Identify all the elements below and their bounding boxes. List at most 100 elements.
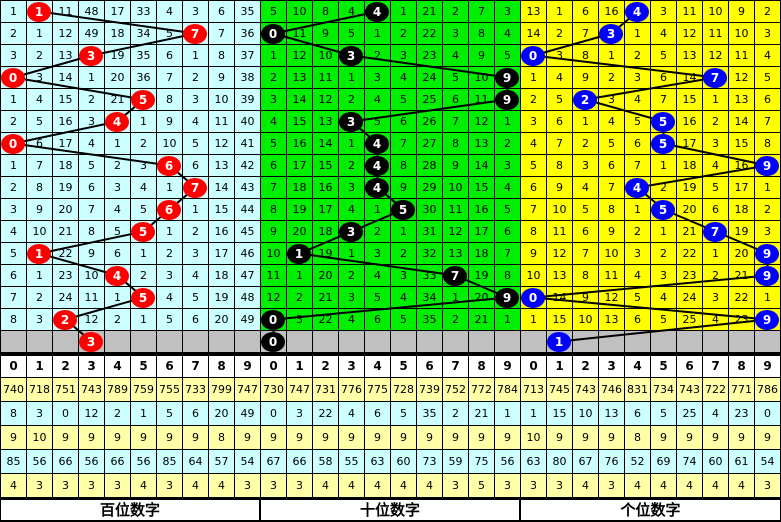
units-cell: 3	[625, 67, 650, 88]
hundreds-cell: 33	[131, 1, 156, 22]
units-stat-cell: 63	[521, 450, 546, 473]
hundreds-cell: 17	[105, 1, 130, 22]
hundreds-ball: 0	[1, 68, 25, 88]
units-cell: 21	[677, 221, 702, 242]
tens-cell: 13	[287, 67, 312, 88]
tens-cell: 1	[495, 309, 520, 330]
hundreds-cell: 6	[157, 45, 182, 66]
units-stat-cell: 1	[521, 402, 546, 425]
tens-missing-cell	[339, 331, 364, 352]
hundreds-cell: 3	[131, 155, 156, 176]
tens-missing-cell	[313, 331, 338, 352]
tens-stat-cell: 3	[495, 474, 520, 497]
hundreds-cell: 3	[79, 111, 104, 132]
units-cell: 19	[729, 221, 754, 242]
units-stat-cell: 23	[729, 402, 754, 425]
tens-footer-title: 十位数字	[261, 500, 519, 520]
units-digit-header: 9	[755, 356, 780, 377]
tens-cell: 34	[417, 287, 442, 308]
units-cell: 3	[755, 221, 780, 242]
hundreds-cell: 4	[157, 287, 182, 308]
hundreds-ball: 4	[105, 266, 129, 286]
hundreds-ball: 5	[131, 288, 155, 308]
tens-stat-cell: 728	[391, 378, 416, 401]
hundreds-cell: 2	[131, 265, 156, 286]
units-ball: 2	[573, 90, 597, 110]
hundreds-cell: 1	[131, 309, 156, 330]
hundreds-cell: 3	[183, 89, 208, 110]
units-ball: 0	[521, 46, 545, 66]
tens-stat-cell: 4	[339, 474, 364, 497]
units-digit-header: 7	[703, 356, 728, 377]
hundreds-cell: 2	[27, 45, 52, 66]
hundreds-cell: 34	[131, 23, 156, 44]
units-cell: 3	[755, 23, 780, 44]
tens-stat-cell: 9	[391, 426, 416, 449]
hundreds-ball: 4	[105, 112, 129, 132]
tens-cell: 3	[443, 23, 468, 44]
units-cell: 2	[755, 1, 780, 22]
hundreds-cell: 21	[53, 221, 78, 242]
units-ball: 9	[755, 156, 779, 176]
hundreds-stat-cell: 9	[131, 426, 156, 449]
tens-cell: 10	[287, 1, 312, 22]
units-cell: 14	[729, 111, 754, 132]
units-cell: 2	[651, 177, 676, 198]
tens-cell: 3	[391, 45, 416, 66]
tens-stat-cell: 67	[261, 450, 286, 473]
tens-cell: 1	[391, 1, 416, 22]
units-cell: 21	[729, 265, 754, 286]
tens-cell: 2	[443, 1, 468, 22]
tens-stat-cell: 9	[417, 426, 442, 449]
hundreds-stat-cell: 9	[1, 426, 26, 449]
hundreds-stat-cell: 3	[157, 474, 182, 497]
hundreds-digit-header: 3	[79, 356, 104, 377]
hundreds-cell: 19	[209, 287, 234, 308]
hundreds-cell: 11	[53, 1, 78, 22]
units-cell: 2	[651, 243, 676, 264]
hundreds-cell: 2	[131, 133, 156, 154]
hundreds-digit-header: 1	[27, 356, 52, 377]
units-cell: 2	[547, 23, 572, 44]
hundreds-missing-cell	[105, 331, 130, 352]
tens-cell: 6	[261, 155, 286, 176]
units-cell: 1	[547, 1, 572, 22]
hundreds-missing-cell	[27, 331, 52, 352]
tens-cell: 19	[287, 199, 312, 220]
hundreds-cell: 2	[1, 111, 26, 132]
hundreds-stat-cell: 751	[53, 378, 78, 401]
hundreds-stat-cell: 733	[183, 378, 208, 401]
tens-stat-cell: 6	[365, 402, 390, 425]
hundreds-stat-cell: 8	[1, 402, 26, 425]
tens-cell: 3	[287, 309, 312, 330]
hundreds-stat-cell: 66	[105, 450, 130, 473]
units-stat-cell: 746	[599, 378, 624, 401]
hundreds-cell: 13	[53, 45, 78, 66]
tens-stat-cell: 55	[339, 450, 364, 473]
units-cell: 5	[755, 67, 780, 88]
hundreds-stat-cell: 6	[183, 402, 208, 425]
tens-cell: 15	[469, 177, 494, 198]
tens-cell: 8	[469, 23, 494, 44]
hundreds-cell: 5	[157, 23, 182, 44]
units-stat-cell: 10	[573, 402, 598, 425]
units-cell: 11	[599, 265, 624, 286]
units-stat-cell: 60	[703, 450, 728, 473]
tens-cell: 23	[417, 45, 442, 66]
hundreds-cell: 13	[209, 155, 234, 176]
tens-stat-cell: 21	[469, 402, 494, 425]
tens-cell: 12	[261, 287, 286, 308]
hundreds-cell: 14	[53, 67, 78, 88]
tens-cell: 31	[417, 221, 442, 242]
units-stat-cell: 4	[573, 474, 598, 497]
tens-cell: 8	[391, 155, 416, 176]
tens-stat-cell: 775	[365, 378, 390, 401]
units-cell: 3	[547, 45, 572, 66]
units-digit-header: 3	[599, 356, 624, 377]
units-cell: 6	[573, 1, 598, 22]
hundreds-cell: 5	[157, 309, 182, 330]
hundreds-cell: 3	[183, 1, 208, 22]
hundreds-cell: 12	[53, 23, 78, 44]
units-stat-cell: 15	[547, 402, 572, 425]
hundreds-cell: 35	[131, 45, 156, 66]
